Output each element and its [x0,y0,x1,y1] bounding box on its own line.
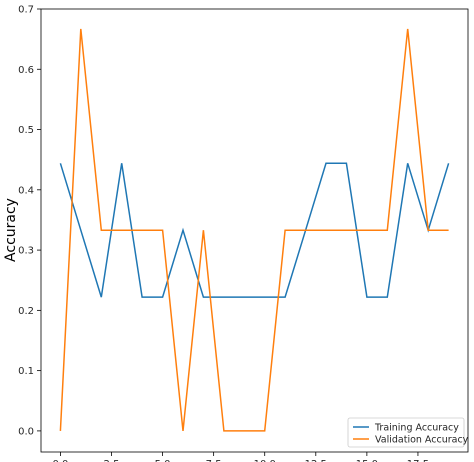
legend-label: Validation Accuracy [375,434,469,445]
y-tick-label: 0.5 [18,125,34,136]
y-tick-label: 0.6 [18,65,34,76]
x-tick-label: 15.0 [356,459,378,462]
x-tick-label: 5.0 [155,459,171,462]
series-layer [59,28,450,432]
series-line-1 [59,28,449,432]
y-tick-label: 0.3 [18,246,34,257]
y-tick-label: 0.1 [18,366,34,377]
y-axis-title: Accuracy [3,198,19,262]
y-tick-label: 0.2 [18,306,34,317]
y-tick-label: 0.7 [18,5,34,16]
x-tick-label: 7.5 [206,459,222,462]
x-tick-label: 17.5 [407,459,429,462]
x-tick-label: 12.5 [305,459,327,462]
x-tick-label: 2.5 [104,459,120,462]
y-axis: 0.0 0.1 0.2 0.3 0.4 0.5 0.6 0.7 [18,5,41,437]
y-tick-label: 0.0 [18,426,34,437]
legend-label: Training Accuracy [374,422,459,433]
y-tick-label: 0.4 [18,185,34,196]
x-axis: 0.0 2.5 5.0 7.5 10.0 12.5 15.0 17.5 [52,452,429,462]
x-tick-label: 0.0 [52,459,68,462]
series-line-0 [59,162,450,298]
x-tick-label: 10.0 [254,459,276,462]
legend-box [347,417,465,448]
